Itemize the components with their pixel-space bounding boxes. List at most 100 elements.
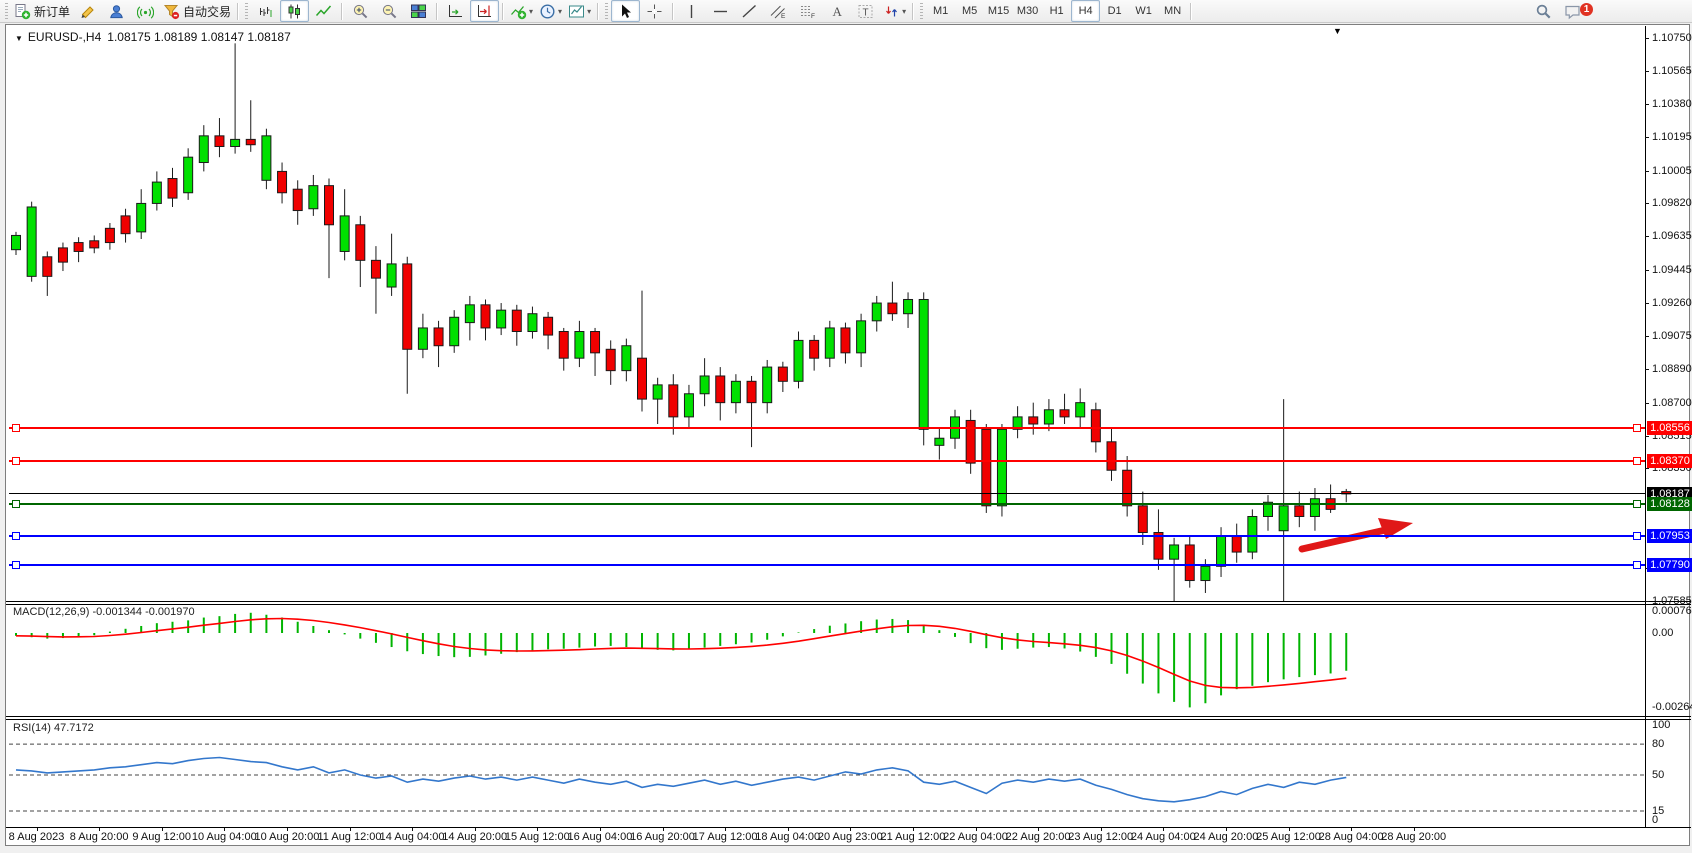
line-chart-button[interactable]: [309, 0, 338, 22]
chart-shift-button[interactable]: [470, 0, 500, 22]
candle: [89, 240, 100, 249]
time-tick-mark: [224, 828, 226, 831]
line-handle[interactable]: [12, 560, 20, 569]
horizontal-line-button[interactable]: [706, 0, 735, 22]
panel-separator[interactable]: [6, 719, 1691, 720]
candle: [120, 215, 131, 235]
indicators-button[interactable]: ▾: [507, 0, 536, 22]
chart-window[interactable]: ▼ EURUSD-,H4 1.08175 1.08189 1.08147 1.08…: [5, 24, 1692, 846]
trendline-button[interactable]: [735, 0, 764, 22]
signals-button[interactable]: [131, 0, 160, 22]
red-arrow-annotation[interactable]: [1298, 525, 1394, 553]
timeframe-button-m1[interactable]: M1: [926, 0, 955, 22]
auto-trading-button[interactable]: 自动交易: [160, 0, 234, 22]
text-button[interactable]: A: [822, 0, 851, 22]
toolbar-grip[interactable]: [920, 3, 924, 19]
timeframe-button-w1[interactable]: W1: [1129, 0, 1158, 22]
candle: [324, 185, 334, 226]
time-tick-mark: [474, 828, 476, 831]
metaeditor-pencil-button[interactable]: [73, 0, 102, 22]
timeframe-button-h4[interactable]: H4: [1071, 0, 1101, 22]
panel-separator[interactable]: [6, 601, 1691, 602]
line-handle[interactable]: [1633, 424, 1641, 433]
dropdown-caret-icon: ▾: [529, 6, 534, 16]
macd-axis-label: 0.000769: [1652, 605, 1692, 618]
horizontal-line-icon: [712, 3, 729, 20]
metaeditor-pencil-icon: [79, 3, 96, 20]
price-line-flag: 1.07790: [1647, 557, 1692, 572]
bar-chart-button[interactable]: [251, 0, 280, 22]
candle: [308, 185, 319, 210]
arrows-button[interactable]: ▾: [880, 0, 909, 22]
timeframe-button-m5[interactable]: M5: [955, 0, 984, 22]
horizontal-line-object[interactable]: [9, 534, 1645, 537]
line-chart-icon: [315, 3, 332, 20]
horizontal-line-object[interactable]: [9, 503, 1645, 506]
macd-plot[interactable]: [9, 605, 1645, 715]
time-axis-separator: [6, 827, 1691, 828]
toolbar-grip[interactable]: [605, 3, 609, 19]
line-handle[interactable]: [1633, 457, 1641, 466]
macd-values: -0.001344 -0.001970: [92, 606, 195, 618]
equidistant-channel-button[interactable]: E: [764, 0, 793, 22]
horizontal-line-object[interactable]: [9, 427, 1645, 430]
chart-shift-marker-icon[interactable]: ▼: [1333, 26, 1342, 36]
zoom-out-button[interactable]: [375, 0, 404, 22]
time-tick-mark: [1038, 828, 1040, 831]
candle: [621, 345, 632, 372]
vertical-line-button[interactable]: [677, 0, 706, 22]
zoom-in-button[interactable]: [346, 0, 375, 22]
rsi-axis-label: 0: [1652, 814, 1659, 826]
price-line-flag: 1.08128: [1647, 497, 1692, 512]
panel-separator[interactable]: [6, 716, 1691, 717]
candle: [277, 170, 288, 194]
candle: [370, 259, 381, 279]
bar-chart-icon: [257, 3, 274, 20]
line-handle[interactable]: [1633, 560, 1641, 569]
toolbar-grip[interactable]: [5, 3, 8, 19]
timeframe-button-m15[interactable]: M15: [984, 0, 1013, 22]
candle: [793, 339, 804, 382]
line-handle[interactable]: [1633, 531, 1641, 540]
horizontal-line-object[interactable]: [9, 563, 1645, 566]
time-axis-label: 16 Aug 20:00: [630, 831, 695, 843]
auto-scroll-button[interactable]: [441, 0, 470, 22]
periods-button[interactable]: ▾: [536, 0, 565, 22]
bid-price-line[interactable]: [9, 493, 1645, 495]
toolbar-grip[interactable]: [245, 3, 249, 19]
timeframe-button-m30[interactable]: M30: [1013, 0, 1042, 22]
panel-separator[interactable]: [6, 604, 1691, 605]
tile-windows-button[interactable]: [404, 0, 433, 22]
line-handle[interactable]: [12, 500, 20, 509]
main-chart-plot[interactable]: [9, 27, 1645, 601]
vertical-line-icon: [683, 3, 700, 20]
red-arrow-annotation-head[interactable]: [1378, 518, 1413, 539]
crosshair-button[interactable]: [640, 0, 669, 22]
candlestick-chart-button[interactable]: [280, 0, 310, 22]
timeframe-button-h1[interactable]: H1: [1042, 0, 1071, 22]
line-handle[interactable]: [12, 424, 20, 433]
text-label-button[interactable]: T: [851, 0, 880, 22]
templates-button[interactable]: ▾: [565, 0, 594, 22]
timeframe-button-mn[interactable]: MN: [1158, 0, 1187, 22]
toolbar-separator: [672, 2, 675, 20]
time-axis[interactable]: 8 Aug 2023 8 Aug 20:00 9 Aug 12:00 10 Aug 0…: [6, 828, 1691, 845]
chart-dropdown-icon[interactable]: ▼: [15, 34, 23, 43]
profile-icon: [108, 3, 125, 20]
profile-button[interactable]: [102, 0, 131, 22]
search-button[interactable]: [1529, 1, 1558, 23]
time-axis-label: 11 Aug 12:00: [317, 831, 382, 843]
rsi-plot[interactable]: [9, 721, 1645, 826]
toolbar-right-icons: 1: [1529, 0, 1593, 23]
chat-button[interactable]: 1: [1558, 1, 1593, 23]
signals-icon: [137, 3, 155, 20]
new-order-button[interactable]: 新订单: [11, 0, 73, 22]
cursor-button[interactable]: [611, 0, 641, 22]
candle: [355, 224, 366, 261]
line-handle[interactable]: [1633, 500, 1641, 509]
timeframe-button-d1[interactable]: D1: [1100, 0, 1129, 22]
line-handle[interactable]: [12, 531, 20, 540]
fibonacci-button[interactable]: F: [793, 0, 822, 22]
horizontal-line-object[interactable]: [9, 460, 1645, 463]
line-handle[interactable]: [12, 457, 20, 466]
